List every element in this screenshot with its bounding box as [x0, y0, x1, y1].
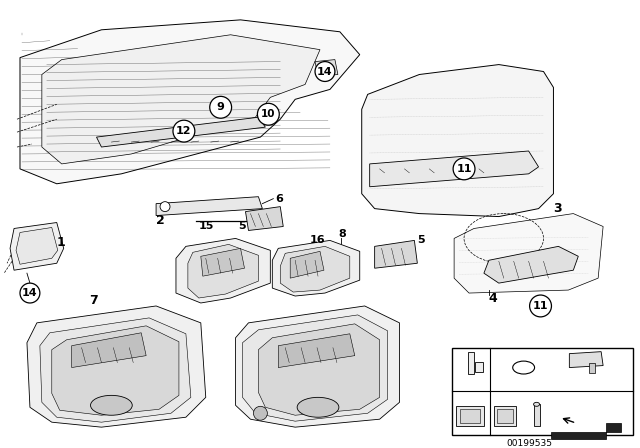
Text: 15: 15	[199, 221, 214, 232]
Polygon shape	[315, 60, 338, 77]
Polygon shape	[454, 214, 603, 293]
Polygon shape	[374, 241, 417, 268]
Ellipse shape	[534, 402, 540, 406]
Circle shape	[530, 295, 552, 317]
Polygon shape	[97, 117, 266, 147]
Circle shape	[20, 283, 40, 303]
Circle shape	[453, 158, 475, 180]
Circle shape	[210, 96, 232, 118]
Text: 3: 3	[554, 202, 562, 215]
Text: 12: 12	[550, 353, 563, 362]
Text: 7: 7	[90, 293, 99, 306]
Polygon shape	[272, 241, 360, 296]
Polygon shape	[42, 35, 320, 164]
Text: 10: 10	[261, 109, 276, 119]
Bar	[452, 348, 633, 435]
Polygon shape	[16, 228, 58, 264]
Text: 11: 11	[532, 301, 548, 311]
Bar	[468, 352, 474, 374]
Polygon shape	[40, 318, 191, 422]
Text: 10: 10	[494, 394, 508, 405]
Ellipse shape	[297, 397, 339, 417]
Polygon shape	[246, 207, 284, 230]
Bar	[494, 406, 516, 426]
Text: 2: 2	[156, 214, 165, 227]
Text: 9: 9	[522, 394, 529, 405]
Text: 11: 11	[456, 164, 472, 174]
Polygon shape	[176, 238, 270, 303]
Text: 8: 8	[338, 229, 346, 239]
Bar	[534, 404, 540, 426]
Circle shape	[315, 61, 335, 82]
Ellipse shape	[90, 396, 132, 415]
Polygon shape	[188, 244, 259, 298]
Polygon shape	[552, 423, 621, 439]
Text: 1: 1	[57, 236, 65, 249]
Polygon shape	[570, 352, 603, 367]
Polygon shape	[236, 306, 399, 427]
Ellipse shape	[513, 361, 534, 374]
Text: 5: 5	[239, 221, 246, 232]
Text: 4: 4	[489, 292, 498, 305]
Circle shape	[253, 406, 268, 420]
Bar	[460, 409, 480, 423]
Polygon shape	[278, 334, 355, 367]
Text: 12: 12	[176, 126, 191, 136]
Polygon shape	[27, 306, 205, 427]
Text: 11: 11	[454, 394, 468, 405]
Polygon shape	[484, 246, 579, 283]
Text: 5: 5	[417, 235, 425, 246]
Polygon shape	[370, 151, 538, 187]
Polygon shape	[201, 248, 244, 276]
Bar	[456, 406, 484, 426]
Polygon shape	[10, 223, 64, 270]
Polygon shape	[243, 315, 388, 421]
Text: 14: 14	[455, 353, 468, 362]
Polygon shape	[362, 65, 554, 216]
Polygon shape	[52, 326, 179, 415]
Polygon shape	[290, 251, 324, 278]
Polygon shape	[280, 246, 350, 292]
Circle shape	[257, 103, 279, 125]
Text: 14: 14	[22, 288, 38, 298]
Bar	[497, 409, 513, 423]
Text: 00199535: 00199535	[507, 439, 553, 448]
Bar	[589, 362, 595, 373]
Text: 16: 16	[310, 235, 326, 246]
Text: 6: 6	[275, 194, 283, 204]
Text: 9: 9	[217, 102, 225, 112]
Polygon shape	[72, 333, 146, 367]
Text: 13: 13	[494, 353, 508, 362]
Circle shape	[173, 120, 195, 142]
Polygon shape	[259, 324, 380, 415]
Polygon shape	[156, 197, 262, 215]
Circle shape	[160, 202, 170, 211]
Text: 14: 14	[317, 66, 333, 77]
Polygon shape	[20, 20, 360, 184]
Bar	[475, 362, 483, 371]
